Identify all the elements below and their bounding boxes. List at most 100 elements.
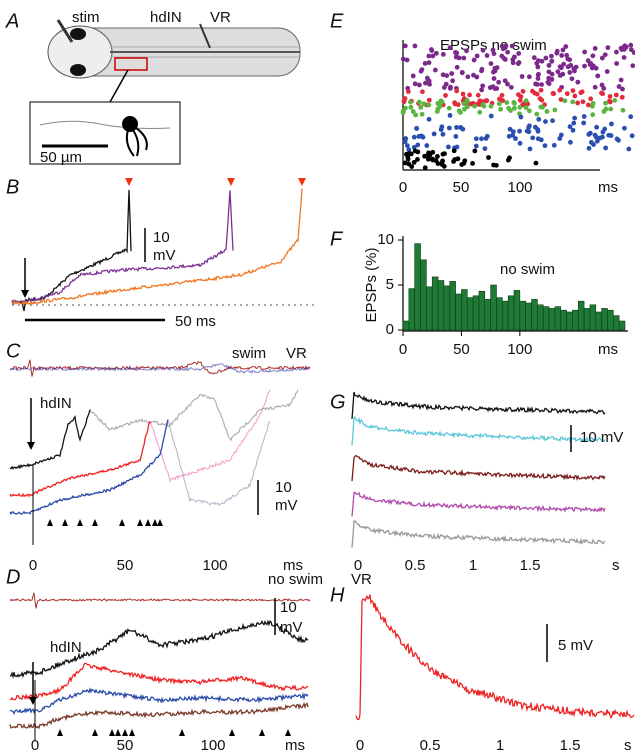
x-tick-label: 50	[453, 341, 470, 358]
raster-dot	[440, 72, 446, 78]
raster-dot	[592, 84, 598, 90]
raster-dot	[460, 91, 466, 97]
raster-dot	[404, 57, 410, 63]
raster-dot	[530, 135, 536, 141]
raster-dot	[409, 164, 415, 169]
marker	[145, 519, 151, 526]
x-unit: s	[612, 557, 620, 574]
raster-dot	[402, 43, 408, 49]
raster-dot	[516, 51, 522, 56]
raster-dot	[415, 157, 420, 162]
bar	[583, 308, 591, 331]
raster-dot	[491, 162, 496, 168]
raster-dot	[618, 77, 624, 83]
raster-dot	[427, 152, 433, 158]
bar	[554, 306, 562, 331]
raster-dot	[480, 102, 486, 107]
raster-dot	[606, 132, 612, 138]
y-tick-label: 5	[386, 276, 394, 293]
trace	[351, 416, 606, 446]
raster-dot	[447, 113, 453, 118]
trace	[9, 359, 311, 377]
raster-dot	[430, 156, 436, 162]
raster-dot	[412, 81, 418, 87]
raster-dot	[600, 129, 606, 135]
raster-dot	[431, 131, 437, 137]
raster-dot	[539, 82, 545, 87]
raster-dot	[471, 57, 477, 63]
marker	[92, 519, 98, 526]
raster-dot	[441, 163, 447, 169]
trace	[351, 454, 606, 482]
raster-dot	[404, 143, 410, 149]
scale-label: 10	[153, 229, 170, 246]
raster-dot	[580, 99, 586, 105]
raster-dot	[539, 58, 545, 64]
raster-dot	[499, 43, 505, 49]
raster-dot	[439, 99, 445, 105]
raster-dot	[546, 81, 552, 87]
raster-dot	[505, 157, 511, 163]
raster-dot	[509, 43, 515, 49]
raster-dot	[519, 74, 525, 79]
trace	[355, 594, 635, 721]
raster-dot	[433, 50, 439, 56]
raster-dot	[470, 161, 475, 166]
raster-dot	[582, 63, 587, 69]
raster-dot	[619, 94, 625, 100]
raster-dot	[425, 79, 431, 84]
raster-dot	[414, 126, 420, 132]
x-unit: ms	[283, 557, 303, 574]
raster-dot	[526, 124, 532, 130]
raster-dot	[454, 144, 460, 150]
annotation: hdIN	[50, 639, 82, 656]
raster-dot	[592, 46, 598, 51]
raster-dot	[575, 79, 581, 85]
raster-dot	[473, 143, 479, 149]
raster-dot	[490, 84, 496, 90]
raster-dot	[603, 145, 609, 151]
raster-dot	[593, 134, 599, 140]
marker	[115, 729, 121, 736]
raster-dot	[413, 112, 419, 118]
marker	[47, 519, 53, 526]
marker	[92, 729, 98, 736]
raster-dot	[549, 58, 555, 64]
scale-label: 10 mV	[580, 429, 623, 446]
bar	[560, 309, 567, 331]
raster-dot	[447, 45, 453, 51]
raster-dot	[517, 128, 522, 134]
raster-dot	[499, 92, 505, 98]
raster-dot	[526, 108, 532, 114]
marker	[137, 519, 143, 526]
arrow-head	[29, 697, 37, 705]
raster-dot	[488, 113, 494, 119]
marker	[77, 519, 83, 526]
raster-dot	[412, 43, 418, 49]
raster-dot	[502, 78, 508, 84]
bar	[595, 311, 602, 331]
x-tick-label: 50	[453, 179, 470, 196]
raster-dot	[455, 102, 461, 108]
raster-dot	[426, 60, 432, 66]
raster-dot	[410, 73, 416, 79]
x-unit: ms	[285, 737, 305, 754]
bar	[513, 290, 521, 331]
annotation: VR	[351, 571, 372, 588]
raster-dot	[475, 92, 481, 98]
panel-label: D	[6, 566, 20, 588]
raster-dot	[536, 71, 541, 77]
raster-dot	[439, 124, 445, 130]
arrow-head	[21, 290, 29, 298]
trace	[11, 190, 234, 305]
raster-dot	[432, 67, 438, 73]
raster-dot	[571, 120, 577, 126]
marker	[109, 729, 115, 736]
bar	[455, 293, 462, 331]
raster-dot	[511, 99, 517, 105]
raster-dot	[542, 143, 548, 149]
raster-dot	[461, 55, 467, 61]
annotation: stim	[72, 9, 100, 26]
trace	[11, 188, 303, 306]
raster-dot	[452, 100, 458, 105]
